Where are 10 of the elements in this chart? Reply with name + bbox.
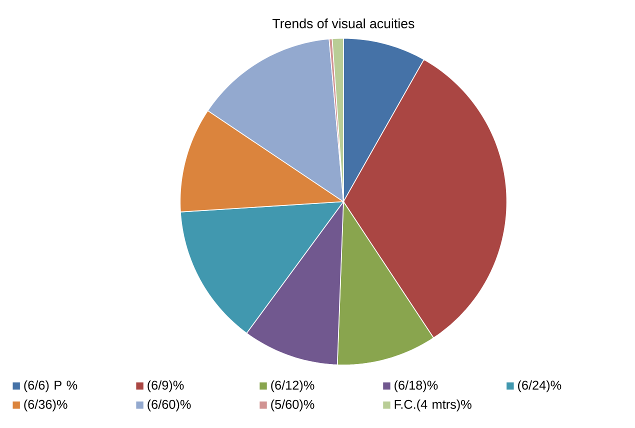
legend-label: (5/60)%: [271, 400, 314, 412]
legend-label: (6/6) P %: [24, 380, 78, 392]
legend-label: (6/9)%: [148, 380, 184, 392]
legend-label: (6/24)%: [518, 380, 562, 392]
legend-label: (6/60)%: [148, 400, 191, 412]
legend-label: (6/12)%: [271, 380, 314, 392]
legend-label: F.C.(4 mtrs)%: [394, 400, 472, 412]
legend-label: (6/36)%: [24, 400, 68, 412]
chart-title: Trends of visual acuities: [272, 18, 414, 28]
legend-label: (6/18)%: [394, 380, 438, 392]
